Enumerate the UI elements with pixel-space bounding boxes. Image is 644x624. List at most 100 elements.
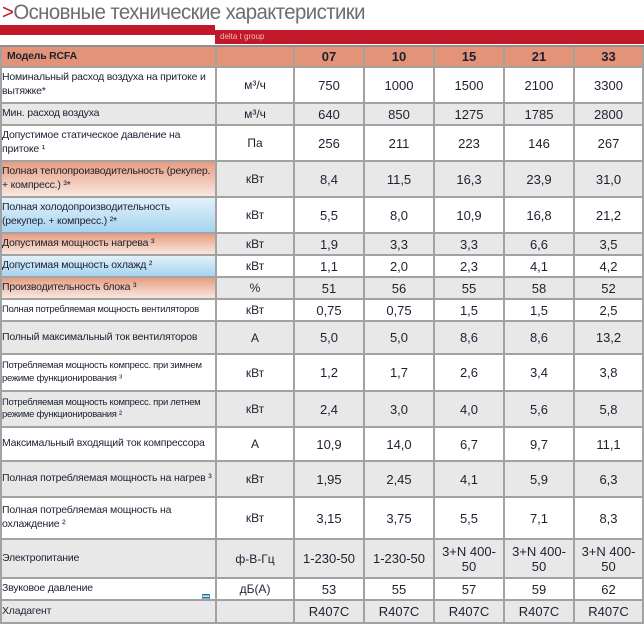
column-header-cell: 10 — [365, 47, 435, 68]
column-header-cell: 21 — [505, 47, 575, 68]
value-cell: 8,3 — [575, 498, 644, 540]
row-label-cell: Полный максимальный ток вентиляторов — [2, 322, 217, 355]
row-label: Допустимая мощность нагрева ³ — [2, 237, 155, 250]
value-cell: 6,3 — [575, 462, 644, 498]
table-row: Полный максимальный ток вентиляторов А 5,0… — [2, 322, 644, 355]
row-label-cell: Потребляемая мощность компресс. при зимн… — [2, 355, 217, 392]
row-label: Хладагент — [2, 604, 52, 617]
value-cell: R407C — [435, 601, 505, 624]
brand-label: delta t group — [220, 32, 265, 41]
row-label: Полная холодопроизводительность (рекупер… — [2, 201, 170, 227]
value-cell: 57 — [435, 579, 505, 601]
row-label: Звуковое давление — [2, 582, 93, 595]
unit-cell: кВт — [217, 162, 295, 198]
row-label-cell: Полная холодопроизводительность (рекупер… — [2, 198, 217, 234]
value-cell: 750 — [295, 68, 365, 104]
table-row: Полная теплопроизводительность (рекупер.… — [2, 162, 644, 198]
value-cell: 1500 — [435, 68, 505, 104]
value-cell: 58 — [505, 278, 575, 300]
value-cell: 1,95 — [295, 462, 365, 498]
row-label-cell: Электропитание — [2, 540, 217, 579]
value-cell: 59 — [505, 579, 575, 601]
value-cell: 3,75 — [365, 498, 435, 540]
row-label: Номинальный расход воздуха на притоке и … — [2, 71, 206, 97]
unit-cell: кВт — [217, 498, 295, 540]
value-cell: 3,3 — [365, 234, 435, 256]
row-label-cell: Максимальный входящий ток компрессора — [2, 428, 217, 462]
unit-cell: ф-В-Гц — [217, 540, 295, 579]
value-cell: 3,5 — [575, 234, 644, 256]
unit-cell: кВт — [217, 300, 295, 322]
value-cell: 5,5 — [295, 198, 365, 234]
value-cell: 2,0 — [365, 256, 435, 278]
value-cell: 52 — [575, 278, 644, 300]
table-row: Максимальный входящий ток компрессора А 10… — [2, 428, 644, 462]
table-row: Полная потребляемая мощность на охлажден… — [2, 498, 644, 540]
value-cell: 51 — [295, 278, 365, 300]
value-cell: 850 — [365, 104, 435, 126]
value-cell: 1275 — [435, 104, 505, 126]
value-cell: 4,1 — [435, 462, 505, 498]
column-header-cell: 15 — [435, 47, 505, 68]
value-cell: 56 — [365, 278, 435, 300]
value-cell: 2,6 — [435, 355, 505, 392]
value-cell: 23,9 — [505, 162, 575, 198]
row-label: Максимальный входящий ток компрессора — [2, 437, 205, 450]
table-row: Звуковое давление ♬ дБ(А) 53 55 57 59 62 — [2, 579, 644, 601]
value-cell: 5,8 — [575, 392, 644, 428]
value-cell: 11,5 — [365, 162, 435, 198]
value-cell: 1,7 — [365, 355, 435, 392]
spec-table: Модель RCFA 07 10 15 21 33 Номинальный р… — [0, 45, 644, 624]
value-cell: 1,1 — [295, 256, 365, 278]
value-cell: 5,9 — [505, 462, 575, 498]
table-row: Допустимое статическое давление на прито… — [2, 126, 644, 162]
unit-cell: Па — [217, 126, 295, 162]
value-cell: 4,0 — [435, 392, 505, 428]
value-cell: R407C — [575, 601, 644, 624]
value-cell: R407C — [295, 601, 365, 624]
value-cell: 3,3 — [435, 234, 505, 256]
unit-cell: кВт — [217, 198, 295, 234]
value-cell: 146 — [505, 126, 575, 162]
row-label: Потребляемая мощность компресс. при зимн… — [2, 360, 202, 384]
column-header-cell: 07 — [295, 47, 365, 68]
value-cell: 5,6 — [505, 392, 575, 428]
row-label-cell: Полная потребляемая мощность на нагрев ³ — [2, 462, 217, 498]
value-cell: 16,8 — [505, 198, 575, 234]
table-row: Электропитание ф-В-Гц 1-230-50 1-230-50 3+N … — [2, 540, 644, 579]
value-cell: 55 — [435, 278, 505, 300]
row-label: Производительность блока ³ — [2, 281, 137, 294]
table-row: Потребляемая мощность компресс. при зимн… — [2, 355, 644, 392]
value-cell: 1,5 — [505, 300, 575, 322]
value-cell: 8,4 — [295, 162, 365, 198]
table-row: Потребляемая мощность компресс. при летн… — [2, 392, 644, 428]
row-label-cell: Мин. расход воздуха — [2, 104, 217, 126]
brand-bar: delta t group — [215, 30, 644, 44]
value-cell: 2,3 — [435, 256, 505, 278]
row-label: Полная потребляемая мощность вентиляторо… — [2, 303, 199, 315]
unit-cell: м³/ч — [217, 68, 295, 104]
value-cell: 223 — [435, 126, 505, 162]
table-row: Мин. расход воздуха м³/ч 640 850 1275 1785 280… — [2, 104, 644, 126]
column-header-cell: 33 — [575, 47, 644, 68]
value-cell: 4,2 — [575, 256, 644, 278]
value-cell: 1,9 — [295, 234, 365, 256]
value-cell: 3,4 — [505, 355, 575, 392]
value-cell: 211 — [365, 126, 435, 162]
spec-table-body: Номинальный расход воздуха на притоке и … — [2, 68, 644, 624]
value-cell: 21,2 — [575, 198, 644, 234]
value-cell: R407C — [365, 601, 435, 624]
row-label: Полная потребляемая мощность на охлажден… — [2, 504, 172, 530]
table-row: Номинальный расход воздуха на притоке и … — [2, 68, 644, 104]
unit-cell: % — [217, 278, 295, 300]
value-cell: 1785 — [505, 104, 575, 126]
unit-cell: А — [217, 322, 295, 355]
row-label-cell: Номинальный расход воздуха на притоке и … — [2, 68, 217, 104]
unit-cell: кВт — [217, 355, 295, 392]
value-cell: 3300 — [575, 68, 644, 104]
page-title: >Основные технические характеристики — [2, 1, 365, 24]
table-row: Допустимая мощность охлажд ² кВт 1,1 2,0 2,3… — [2, 256, 644, 278]
value-cell: 1,2 — [295, 355, 365, 392]
value-cell: 267 — [575, 126, 644, 162]
value-cell: 6,7 — [435, 428, 505, 462]
